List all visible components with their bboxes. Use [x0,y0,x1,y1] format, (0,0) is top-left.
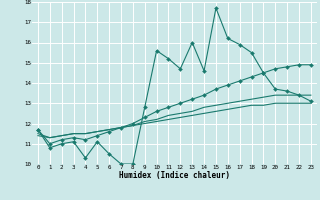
X-axis label: Humidex (Indice chaleur): Humidex (Indice chaleur) [119,171,230,180]
